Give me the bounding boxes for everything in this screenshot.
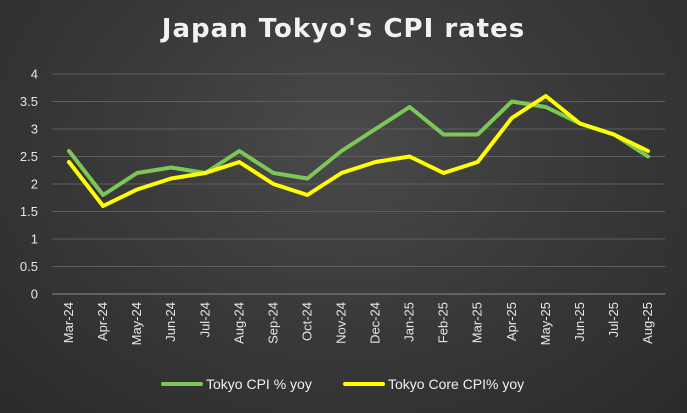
y-tick-label: 4	[31, 67, 38, 82]
x-tick-label: Apr-25	[504, 302, 519, 341]
series-line-tokyo-cpi	[67, 99, 650, 197]
x-tick-label: May-25	[538, 302, 553, 345]
x-tick-label: Sep-24	[265, 302, 280, 344]
y-tick-label: 3.5	[20, 94, 38, 109]
y-tick-label: 2.5	[20, 149, 38, 164]
series-line-tokyo-core-cpi	[67, 94, 650, 208]
x-tick-label: Dec-24	[368, 302, 383, 344]
chart-title: Japan Tokyo's CPI rates	[161, 14, 526, 44]
y-tick-label: 1	[31, 232, 38, 247]
x-tick-label: Apr-24	[95, 302, 110, 341]
x-tick-label: Jan-25	[402, 302, 417, 342]
x-tick-label: Nov-24	[333, 302, 348, 344]
y-tick-label: 0.5	[20, 259, 38, 274]
x-tick-label: Oct-24	[299, 302, 314, 341]
x-tick-label: Jul-24	[197, 302, 212, 337]
x-tick-label: Aug-25	[640, 302, 655, 344]
x-tick-label: Mar-24	[61, 302, 76, 343]
x-tick-label: Feb-25	[436, 302, 451, 343]
y-tick-label: 2	[31, 177, 38, 192]
legend-label: Tokyo Core CPI% yoy	[388, 376, 524, 392]
x-tick-label: Jul-25	[606, 302, 621, 337]
y-tick-label: 3	[31, 122, 38, 137]
x-tick-label: Aug-24	[231, 302, 246, 344]
legend-label: Tokyo CPI % yoy	[206, 376, 312, 392]
x-tick-label: May-24	[129, 302, 144, 345]
x-tick-label: Mar-25	[470, 302, 485, 343]
x-tick-label: Jun-25	[572, 302, 587, 342]
y-tick-label: 0	[31, 287, 38, 302]
y-tick-label: 1.5	[20, 204, 38, 219]
x-tick-label: Jun-24	[163, 302, 178, 342]
